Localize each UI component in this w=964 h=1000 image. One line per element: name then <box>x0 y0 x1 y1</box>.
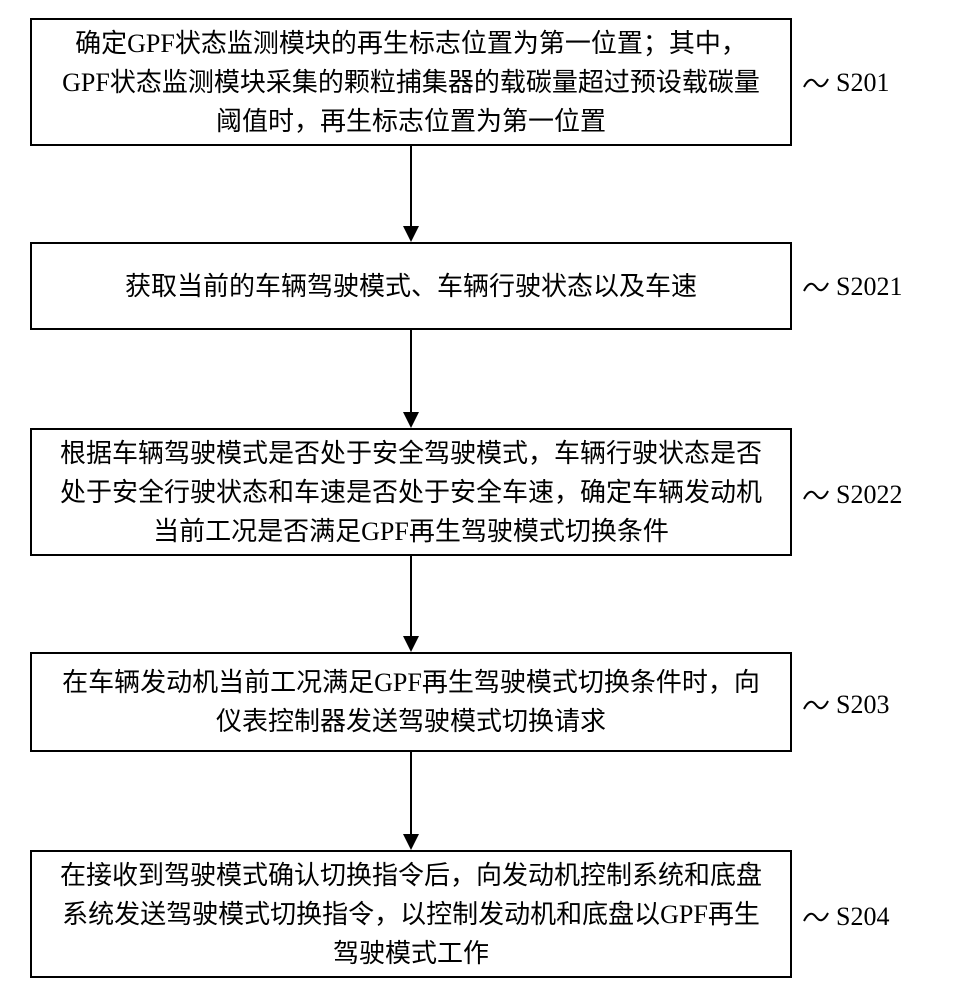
flow-node-text: 在车辆发动机当前工况满足GPF再生驾驶模式切换条件时，向仪表控制器发送驾驶模式切… <box>52 663 770 741</box>
flow-edge <box>410 752 412 834</box>
arrow-down-icon <box>403 834 419 850</box>
flow-node-s203: 在车辆发动机当前工况满足GPF再生驾驶模式切换条件时，向仪表控制器发送驾驶模式切… <box>30 652 792 752</box>
flow-label-s201: S201 <box>802 68 889 98</box>
flow-label-text: S203 <box>836 690 889 720</box>
arrow-down-icon <box>403 226 419 242</box>
flow-label-s204: S204 <box>802 902 889 932</box>
tilde-icon <box>802 483 830 507</box>
flow-node-s204: 在接收到驾驶模式确认切换指令后，向发动机控制系统和底盘系统发送驾驶模式切换指令，… <box>30 850 792 978</box>
flow-edge <box>410 146 412 226</box>
flow-node-s201: 确定GPF状态监测模块的再生标志位置为第一位置；其中，GPF状态监测模块采集的颗… <box>30 18 792 146</box>
flow-label-s2021: S2021 <box>802 272 902 302</box>
arrow-down-icon <box>403 412 419 428</box>
flow-label-s203: S203 <box>802 690 889 720</box>
flow-node-s2021: 获取当前的车辆驾驶模式、车辆行驶状态以及车速 <box>30 242 792 330</box>
flow-node-text: 确定GPF状态监测模块的再生标志位置为第一位置；其中，GPF状态监测模块采集的颗… <box>52 24 770 141</box>
flow-node-text: 在接收到驾驶模式确认切换指令后，向发动机控制系统和底盘系统发送驾驶模式切换指令，… <box>52 856 770 973</box>
flow-node-text: 根据车辆驾驶模式是否处于安全驾驶模式，车辆行驶状态是否处于安全行驶状态和车速是否… <box>52 434 770 551</box>
tilde-icon <box>802 275 830 299</box>
flow-edge <box>410 556 412 636</box>
flow-label-text: S201 <box>836 68 889 98</box>
tilde-icon <box>802 71 830 95</box>
arrow-down-icon <box>403 636 419 652</box>
flow-label-text: S2021 <box>836 272 902 302</box>
flow-label-text: S204 <box>836 902 889 932</box>
tilde-icon <box>802 693 830 717</box>
flow-node-text: 获取当前的车辆驾驶模式、车辆行驶状态以及车速 <box>125 267 697 306</box>
flow-node-s2022: 根据车辆驾驶模式是否处于安全驾驶模式，车辆行驶状态是否处于安全行驶状态和车速是否… <box>30 428 792 556</box>
flow-label-s2022: S2022 <box>802 480 902 510</box>
flow-label-text: S2022 <box>836 480 902 510</box>
flow-edge <box>410 330 412 412</box>
tilde-icon <box>802 905 830 929</box>
